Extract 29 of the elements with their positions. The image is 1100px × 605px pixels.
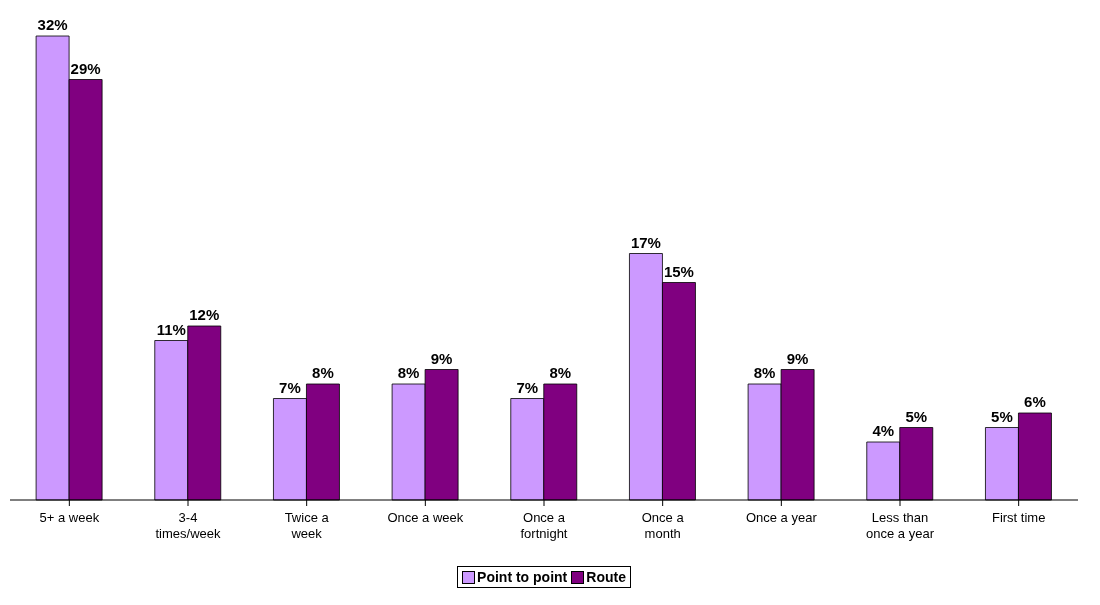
data-label: 29% xyxy=(70,59,101,77)
data-label: 4% xyxy=(872,422,895,439)
data-label: 11% xyxy=(156,320,186,338)
data-label: 17% xyxy=(630,233,661,251)
data-label: 7% xyxy=(516,378,539,396)
x-tick-label: Less than once a year xyxy=(866,510,935,541)
data-label: 12% xyxy=(189,306,220,323)
data-label: 8% xyxy=(312,364,334,381)
x-tick-label: First time xyxy=(991,510,1046,525)
legend-label: Route xyxy=(585,569,626,585)
x-tick-label: 5+ a week xyxy=(39,510,100,525)
data-label: 5% xyxy=(905,407,928,425)
data-label: 8% xyxy=(753,364,776,381)
x-tick-label: Twice a week xyxy=(284,510,330,541)
data-label: 9% xyxy=(430,349,453,367)
legend-label: Point to point xyxy=(476,569,568,585)
data-label: 6% xyxy=(1024,393,1046,410)
data-label: 32% xyxy=(37,16,68,33)
x-tick-label: Once a month xyxy=(641,510,685,541)
data-label: 8% xyxy=(549,364,572,381)
x-tick-label: Once a fortnight xyxy=(520,510,568,541)
data-label: 7% xyxy=(279,378,301,396)
x-tick-label: 3-4 times/week xyxy=(155,510,221,541)
data-label: 8% xyxy=(397,364,420,381)
x-tick-label: Once a week xyxy=(387,510,464,525)
data-label: 15% xyxy=(663,262,694,280)
data-label: 9% xyxy=(786,349,809,367)
x-tick-label: Once a year xyxy=(745,510,818,525)
data-label: 5% xyxy=(991,407,1013,425)
